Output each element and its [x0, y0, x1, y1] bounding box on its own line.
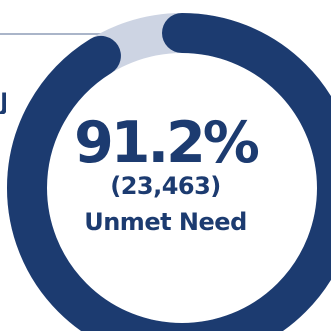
donut-segment-unmet — [7, 13, 331, 331]
percent-value: 91.2% — [74, 110, 260, 176]
donut-segments — [7, 13, 331, 331]
cropped-left-label: J — [0, 90, 6, 114]
need-label: Unmet Need — [84, 208, 247, 236]
count-value: (23,463) — [110, 172, 221, 200]
